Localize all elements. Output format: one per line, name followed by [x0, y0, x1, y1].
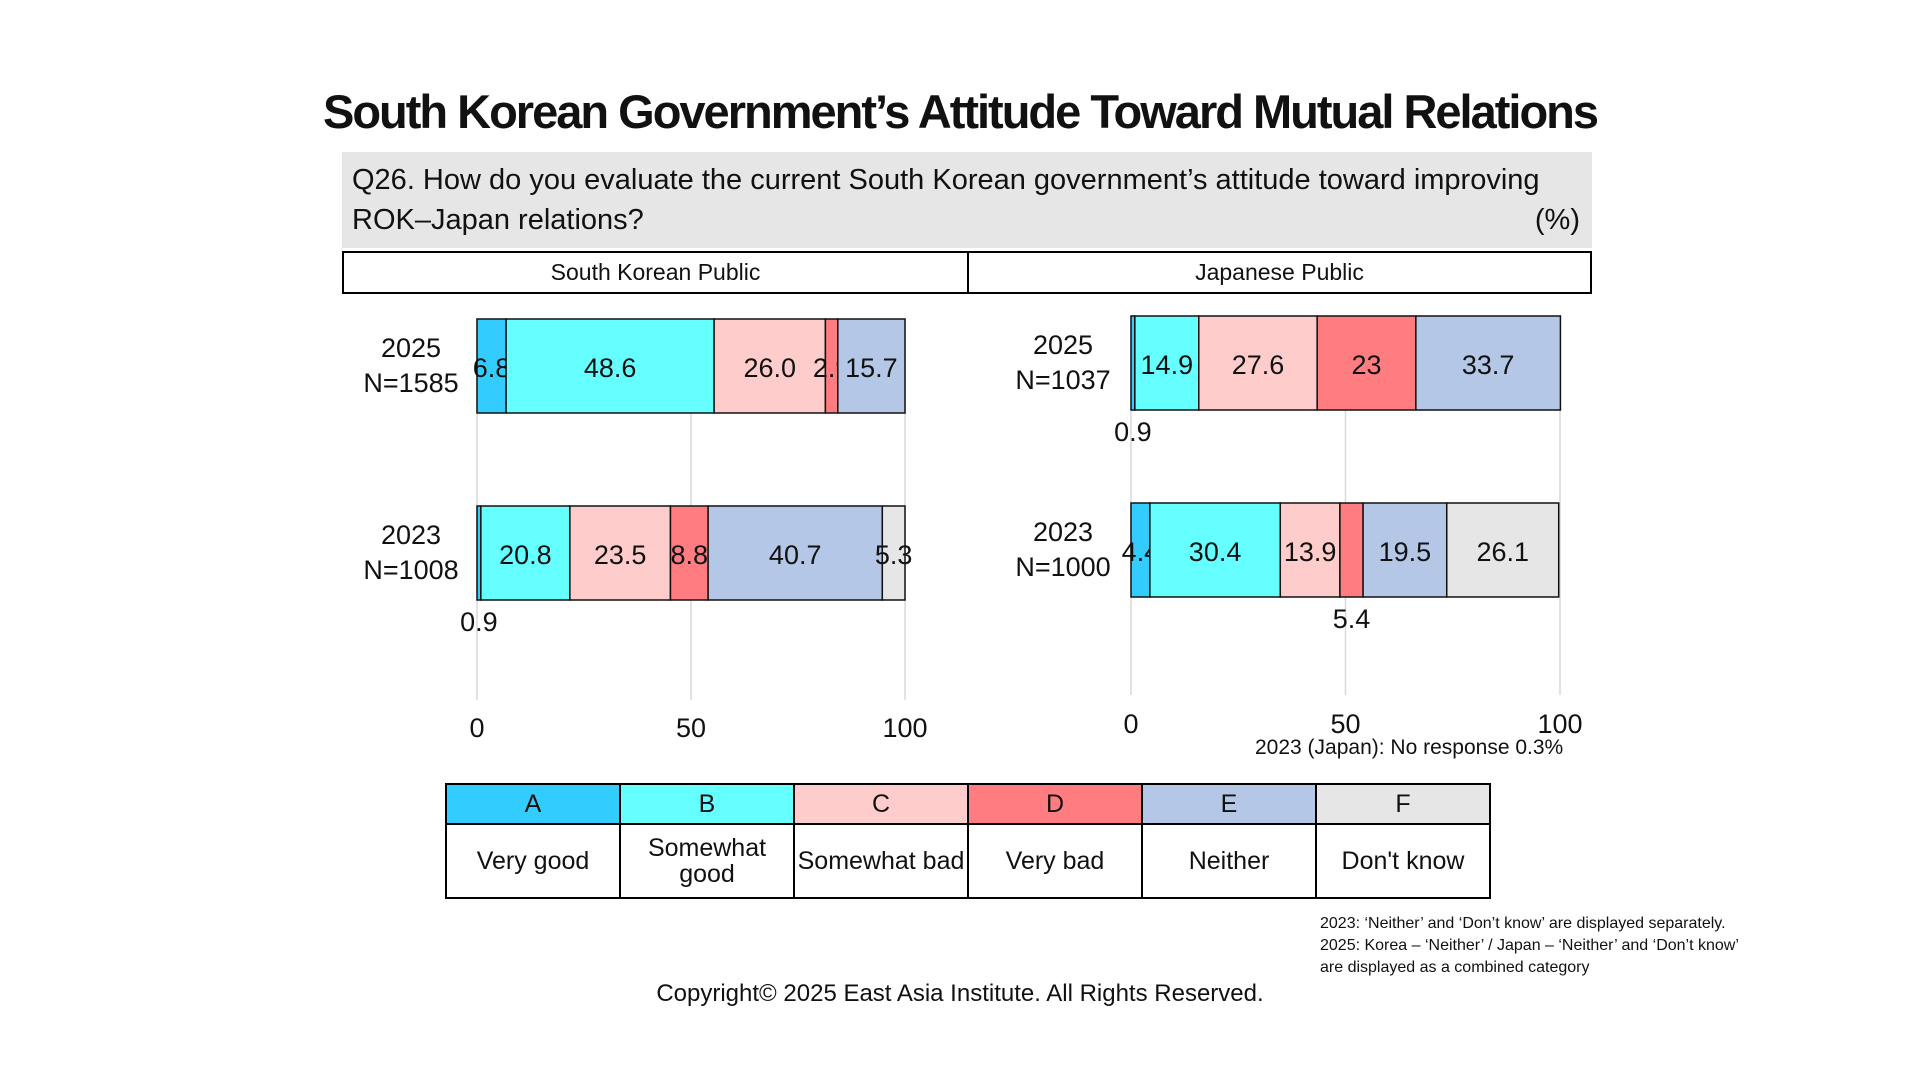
bar-segment	[1149, 502, 1282, 598]
data-label: 40.7	[769, 540, 822, 570]
data-label: 26.1	[1476, 537, 1529, 567]
outside-data-label: 0.9	[1114, 417, 1152, 447]
footnote-line: 2023: ‘Neither’ and ‘Don’t know’ are dis…	[1320, 915, 1726, 932]
legend-label-d: Very bad	[967, 823, 1143, 899]
data-label: 23.5	[594, 540, 647, 570]
data-label: 26.0	[743, 353, 796, 383]
legend-key-b: B	[619, 783, 795, 825]
category-label: 2025	[381, 333, 441, 363]
bar-segment	[1316, 315, 1417, 411]
category-label: N=1037	[1015, 365, 1110, 395]
legend-key-e: E	[1141, 783, 1317, 825]
right-panel-header: Japanese Public	[967, 251, 1592, 294]
category-label: 2023	[1033, 517, 1093, 547]
outside-data-label: 0.9	[460, 607, 498, 637]
bar-segment	[1339, 502, 1364, 598]
bar-segment	[505, 318, 715, 414]
legend-key-a: A	[445, 783, 621, 825]
bar-segment	[1445, 502, 1560, 598]
data-label: 8.8	[671, 540, 709, 570]
x-tick-label: 0	[1123, 709, 1138, 739]
left-panel-header: South Korean Public	[342, 251, 969, 294]
bar-segment	[707, 505, 884, 601]
legend-label-c: Somewhat bad	[793, 823, 969, 899]
unit-label: (%)	[1534, 204, 1580, 236]
footnotes: 2023: ‘Neither’ and ‘Don’t know’ are dis…	[1320, 913, 1739, 979]
legend-label-f: Don't know	[1315, 823, 1491, 899]
chart-title: South Korean Government’s Attitude Towar…	[322, 85, 1599, 138]
category-label: 2025	[1033, 330, 1093, 360]
question-box: Q26. How do you evaluate the current Sou…	[342, 152, 1592, 248]
x-tick-label: 100	[882, 713, 927, 743]
x-tick-label: 50	[1330, 709, 1360, 739]
question-line-2: ROK–Japan relations?	[352, 204, 644, 236]
footnote-line: 2025: Korea – ‘Neither’ / Japan – ‘Neith…	[1320, 937, 1739, 954]
bar-segment	[480, 505, 571, 601]
x-tick-label: 0	[469, 713, 484, 743]
category-label: N=1000	[1015, 552, 1110, 582]
data-label: 15.7	[845, 353, 898, 383]
bar-segment	[569, 505, 672, 601]
data-label: 13.9	[1284, 537, 1337, 567]
data-label: 30.4	[1189, 537, 1242, 567]
legend-label-e: Neither	[1141, 823, 1317, 899]
bar-segment	[713, 318, 827, 414]
x-tick-label: 50	[676, 713, 706, 743]
bar-segment	[1415, 315, 1562, 411]
question-line-1: Q26. How do you evaluate the current Sou…	[352, 164, 1540, 196]
bar-segment	[1134, 315, 1200, 411]
legend-key-c: C	[793, 783, 969, 825]
data-label: 14.9	[1141, 350, 1194, 380]
data-label: 6.8	[473, 353, 511, 383]
bar-segment	[881, 505, 906, 601]
data-label: 48.6	[584, 353, 637, 383]
bar-segment	[1279, 502, 1341, 598]
legend-label-a: Very good	[445, 823, 621, 899]
legend-label-b: Somewhat good	[619, 823, 795, 899]
data-label: 23	[1351, 350, 1381, 380]
data-label: 27.6	[1232, 350, 1285, 380]
bar-segment	[1198, 315, 1318, 411]
data-label: 5.3	[875, 540, 913, 570]
legend-key-d: D	[967, 783, 1143, 825]
category-label: 2023	[381, 520, 441, 550]
data-label: 20.8	[499, 540, 552, 570]
legend-key-f: F	[1315, 783, 1491, 825]
footnote-line: are displayed as a combined category	[1320, 959, 1590, 976]
japan-no-response-note: 2023 (Japan): No response 0.3%	[1255, 736, 1564, 759]
data-label: 33.7	[1462, 350, 1515, 380]
x-tick-label: 100	[1537, 709, 1582, 739]
category-label: N=1008	[363, 555, 458, 585]
outside-data-label: 5.4	[1333, 604, 1371, 634]
copyright: Copyright© 2025 East Asia Institute. All…	[656, 980, 1264, 1007]
bar-segment	[837, 318, 906, 414]
data-label: 19.5	[1379, 537, 1432, 567]
category-label: N=1585	[363, 368, 458, 398]
